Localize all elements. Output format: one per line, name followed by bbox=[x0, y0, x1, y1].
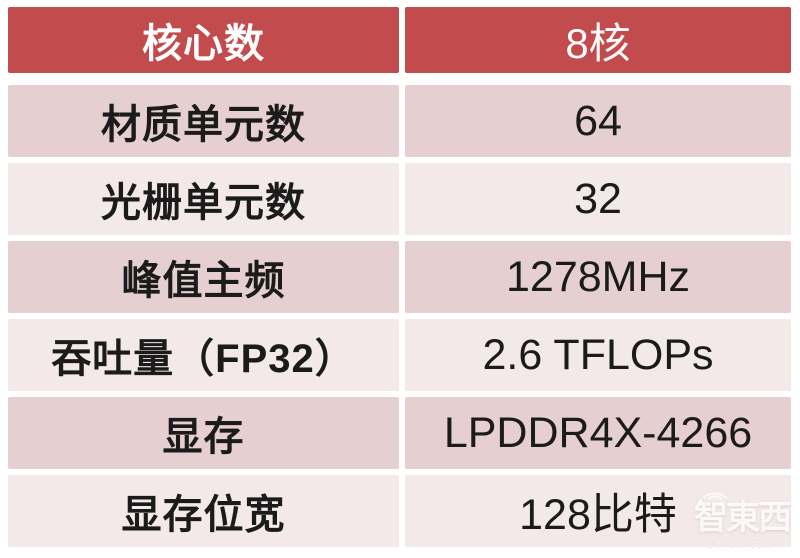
row-label-cell: 材质单元数 bbox=[8, 85, 399, 157]
row-value-cell: 128比特 bbox=[405, 475, 791, 547]
row-label-cell: 光栅单元数 bbox=[8, 163, 399, 235]
table-header-row: 核心数 8核 bbox=[8, 7, 791, 73]
header-label-cell: 核心数 bbox=[8, 7, 399, 73]
table-row: 显存位宽 128比特 bbox=[8, 475, 791, 547]
row-label-cell: 峰值主频 bbox=[8, 241, 399, 313]
row-value-cell: LPDDR4X-4266 bbox=[405, 397, 791, 469]
table-row: 显存 LPDDR4X-4266 bbox=[8, 397, 791, 469]
row-label-cell: 吞吐量（FP32） bbox=[8, 319, 399, 391]
row-value-cell: 1278MHz bbox=[405, 241, 791, 313]
table-row: 峰值主频 1278MHz bbox=[8, 241, 791, 313]
row-value-cell: 2.6 TFLOPs bbox=[405, 319, 791, 391]
header-value-cell: 8核 bbox=[405, 7, 791, 73]
table-row: 光栅单元数 32 bbox=[8, 163, 791, 235]
row-value-cell: 64 bbox=[405, 85, 791, 157]
spec-table: 核心数 8核 材质单元数 64 光栅单元数 32 峰值主频 1278MHz 吞吐… bbox=[8, 7, 791, 547]
table-row: 吞吐量（FP32） 2.6 TFLOPs bbox=[8, 319, 791, 391]
row-label-cell: 显存位宽 bbox=[8, 475, 399, 547]
table-row: 材质单元数 64 bbox=[8, 85, 791, 157]
row-label-cell: 显存 bbox=[8, 397, 399, 469]
row-value-cell: 32 bbox=[405, 163, 791, 235]
